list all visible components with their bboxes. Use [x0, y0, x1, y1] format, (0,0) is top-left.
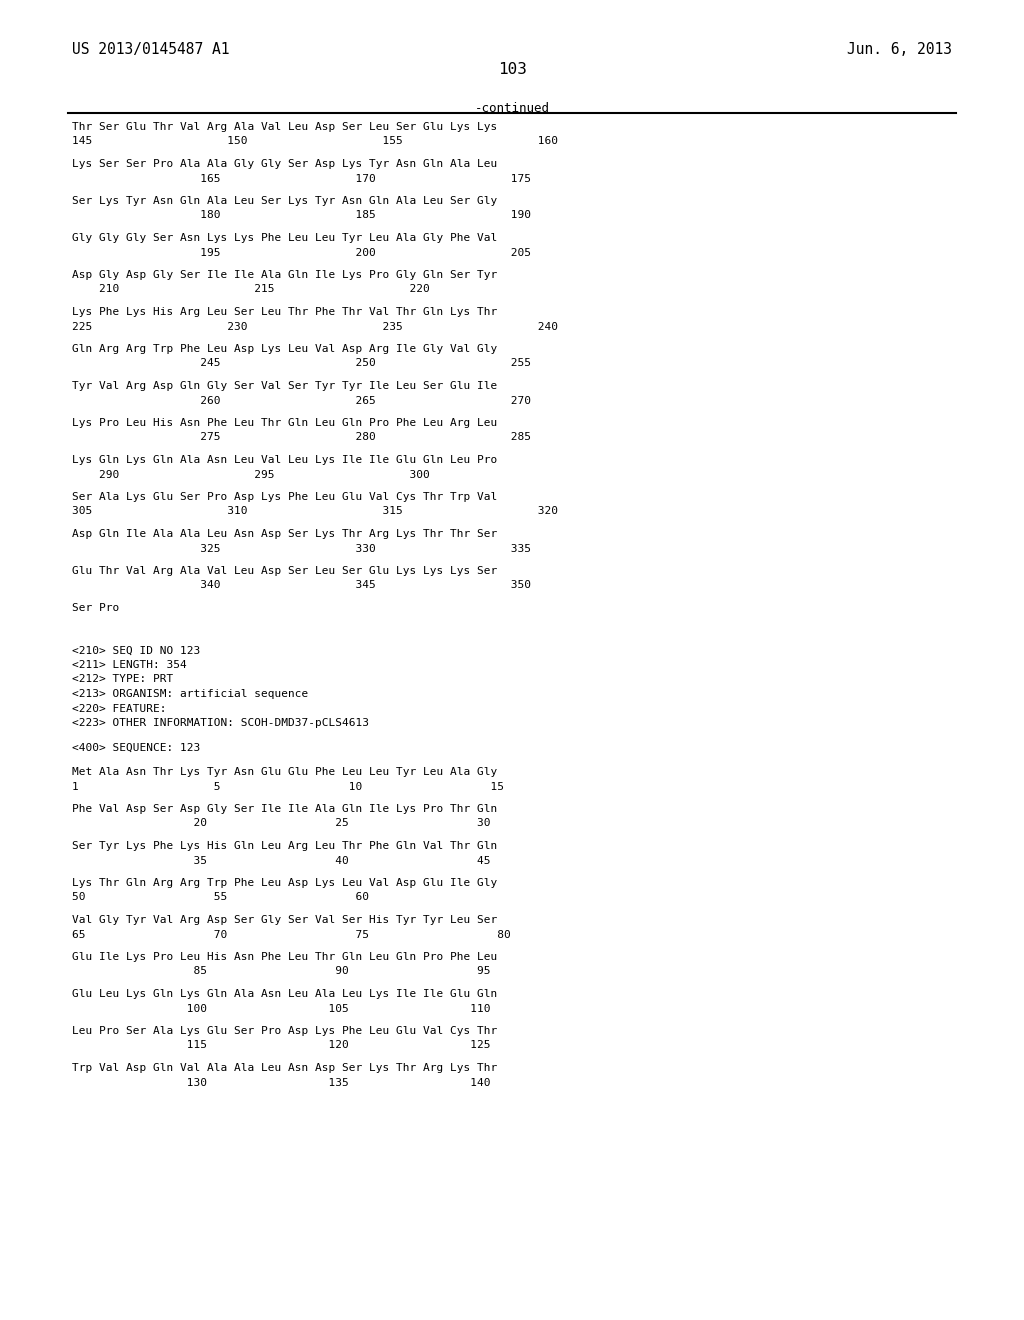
Text: 165                    170                    175: 165 170 175 [72, 173, 531, 183]
Text: US 2013/0145487 A1: US 2013/0145487 A1 [72, 42, 229, 57]
Text: 305                    310                    315                    320: 305 310 315 320 [72, 507, 558, 516]
Text: Phe Val Asp Ser Asp Gly Ser Ile Ile Ala Gln Ile Lys Pro Thr Gln: Phe Val Asp Ser Asp Gly Ser Ile Ile Ala … [72, 804, 498, 814]
Text: -continued: -continued [474, 102, 550, 115]
Text: Ser Lys Tyr Asn Gln Ala Leu Ser Lys Tyr Asn Gln Ala Leu Ser Gly: Ser Lys Tyr Asn Gln Ala Leu Ser Lys Tyr … [72, 195, 498, 206]
Text: 100                  105                  110: 100 105 110 [72, 1003, 490, 1014]
Text: Leu Pro Ser Ala Lys Glu Ser Pro Asp Lys Phe Leu Glu Val Cys Thr: Leu Pro Ser Ala Lys Glu Ser Pro Asp Lys … [72, 1026, 498, 1036]
Text: Ser Pro: Ser Pro [72, 603, 119, 612]
Text: Gln Arg Arg Trp Phe Leu Asp Lys Leu Val Asp Arg Ile Gly Val Gly: Gln Arg Arg Trp Phe Leu Asp Lys Leu Val … [72, 345, 498, 354]
Text: <400> SEQUENCE: 123: <400> SEQUENCE: 123 [72, 742, 201, 752]
Text: <210> SEQ ID NO 123: <210> SEQ ID NO 123 [72, 645, 201, 656]
Text: 85                   90                   95: 85 90 95 [72, 966, 490, 977]
Text: <211> LENGTH: 354: <211> LENGTH: 354 [72, 660, 186, 671]
Text: 35                   40                   45: 35 40 45 [72, 855, 490, 866]
Text: Lys Gln Lys Gln Ala Asn Leu Val Leu Lys Ile Ile Glu Gln Leu Pro: Lys Gln Lys Gln Ala Asn Leu Val Leu Lys … [72, 455, 498, 465]
Text: <223> OTHER INFORMATION: SCOH-DMD37-pCLS4613: <223> OTHER INFORMATION: SCOH-DMD37-pCLS… [72, 718, 369, 729]
Text: Val Gly Tyr Val Arg Asp Ser Gly Ser Val Ser His Tyr Tyr Leu Ser: Val Gly Tyr Val Arg Asp Ser Gly Ser Val … [72, 915, 498, 925]
Text: Lys Thr Gln Arg Arg Trp Phe Leu Asp Lys Leu Val Asp Glu Ile Gly: Lys Thr Gln Arg Arg Trp Phe Leu Asp Lys … [72, 878, 498, 888]
Text: Glu Ile Lys Pro Leu His Asn Phe Leu Thr Gln Leu Gln Pro Phe Leu: Glu Ile Lys Pro Leu His Asn Phe Leu Thr … [72, 952, 498, 962]
Text: Trp Val Asp Gln Val Ala Ala Leu Asn Asp Ser Lys Thr Arg Lys Thr: Trp Val Asp Gln Val Ala Ala Leu Asn Asp … [72, 1063, 498, 1073]
Text: 20                   25                   30: 20 25 30 [72, 818, 490, 829]
Text: Glu Thr Val Arg Ala Val Leu Asp Ser Leu Ser Glu Lys Lys Lys Ser: Glu Thr Val Arg Ala Val Leu Asp Ser Leu … [72, 566, 498, 576]
Text: 50                   55                   60: 50 55 60 [72, 892, 369, 903]
Text: Met Ala Asn Thr Lys Tyr Asn Glu Glu Phe Leu Leu Tyr Leu Ala Gly: Met Ala Asn Thr Lys Tyr Asn Glu Glu Phe … [72, 767, 498, 777]
Text: Tyr Val Arg Asp Gln Gly Ser Val Ser Tyr Tyr Ile Leu Ser Glu Ile: Tyr Val Arg Asp Gln Gly Ser Val Ser Tyr … [72, 381, 498, 391]
Text: 290                    295                    300: 290 295 300 [72, 470, 430, 479]
Text: 180                    185                    190: 180 185 190 [72, 210, 531, 220]
Text: <212> TYPE: PRT: <212> TYPE: PRT [72, 675, 173, 685]
Text: 275                    280                    285: 275 280 285 [72, 433, 531, 442]
Text: Jun. 6, 2013: Jun. 6, 2013 [847, 42, 952, 57]
Text: 65                   70                   75                   80: 65 70 75 80 [72, 929, 511, 940]
Text: <213> ORGANISM: artificial sequence: <213> ORGANISM: artificial sequence [72, 689, 308, 700]
Text: Asp Gly Asp Gly Ser Ile Ile Ala Gln Ile Lys Pro Gly Gln Ser Tyr: Asp Gly Asp Gly Ser Ile Ile Ala Gln Ile … [72, 271, 498, 280]
Text: 145                    150                    155                    160: 145 150 155 160 [72, 136, 558, 147]
Text: Lys Pro Leu His Asn Phe Leu Thr Gln Leu Gln Pro Phe Leu Arg Leu: Lys Pro Leu His Asn Phe Leu Thr Gln Leu … [72, 418, 498, 428]
Text: 115                  120                  125: 115 120 125 [72, 1040, 490, 1051]
Text: Gly Gly Gly Ser Asn Lys Lys Phe Leu Leu Tyr Leu Ala Gly Phe Val: Gly Gly Gly Ser Asn Lys Lys Phe Leu Leu … [72, 234, 498, 243]
Text: Ser Ala Lys Glu Ser Pro Asp Lys Phe Leu Glu Val Cys Thr Trp Val: Ser Ala Lys Glu Ser Pro Asp Lys Phe Leu … [72, 492, 498, 502]
Text: Ser Tyr Lys Phe Lys His Gln Leu Arg Leu Thr Phe Gln Val Thr Gln: Ser Tyr Lys Phe Lys His Gln Leu Arg Leu … [72, 841, 498, 851]
Text: 195                    200                    205: 195 200 205 [72, 248, 531, 257]
Text: 130                  135                  140: 130 135 140 [72, 1077, 490, 1088]
Text: Lys Ser Ser Pro Ala Ala Gly Gly Ser Asp Lys Tyr Asn Gln Ala Leu: Lys Ser Ser Pro Ala Ala Gly Gly Ser Asp … [72, 158, 498, 169]
Text: Asp Gln Ile Ala Ala Leu Asn Asp Ser Lys Thr Arg Lys Thr Thr Ser: Asp Gln Ile Ala Ala Leu Asn Asp Ser Lys … [72, 529, 498, 539]
Text: 225                    230                    235                    240: 225 230 235 240 [72, 322, 558, 331]
Text: 260                    265                    270: 260 265 270 [72, 396, 531, 405]
Text: Thr Ser Glu Thr Val Arg Ala Val Leu Asp Ser Leu Ser Glu Lys Lys: Thr Ser Glu Thr Val Arg Ala Val Leu Asp … [72, 121, 498, 132]
Text: 103: 103 [498, 62, 526, 77]
Text: Lys Phe Lys His Arg Leu Ser Leu Thr Phe Thr Val Thr Gln Lys Thr: Lys Phe Lys His Arg Leu Ser Leu Thr Phe … [72, 308, 498, 317]
Text: 325                    330                    335: 325 330 335 [72, 544, 531, 553]
Text: 1                    5                   10                   15: 1 5 10 15 [72, 781, 504, 792]
Text: Glu Leu Lys Gln Lys Gln Ala Asn Leu Ala Leu Lys Ile Ile Glu Gln: Glu Leu Lys Gln Lys Gln Ala Asn Leu Ala … [72, 989, 498, 999]
Text: 340                    345                    350: 340 345 350 [72, 581, 531, 590]
Text: 245                    250                    255: 245 250 255 [72, 359, 531, 368]
Text: 210                    215                    220: 210 215 220 [72, 285, 430, 294]
Text: <220> FEATURE:: <220> FEATURE: [72, 704, 167, 714]
